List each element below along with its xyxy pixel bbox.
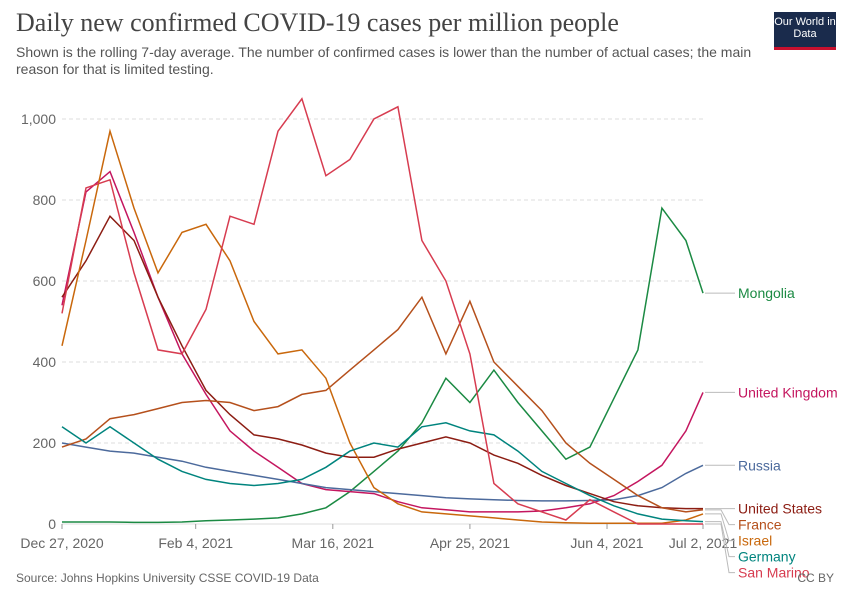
x-tick-label: Apr 25, 2021 [430,535,510,551]
legend-label: Israel [738,533,772,549]
legend-label: Germany [738,549,796,565]
series-line [61,214,703,510]
legend-label: United Kingdom [738,384,838,400]
legend-label: San Marino [738,565,810,581]
series-line [61,97,703,525]
label-connector [705,523,735,574]
legend-label: Russia [738,457,781,473]
source: Source: Johns Hopkins University CSSE CO… [16,571,319,585]
series-line [61,128,704,524]
label-connector [705,509,735,526]
series-line [62,206,704,524]
y-tick-label: 600 [33,273,57,289]
license[interactable]: CC BY [797,571,834,585]
y-tick-label: 800 [33,192,57,208]
chart-title: Daily new confirmed COVID-19 cases per m… [16,8,619,37]
y-tick-label: 1,000 [21,111,56,127]
x-tick-label: Jul 2, 2021 [669,535,738,551]
label-connector [705,521,735,558]
chart-subtitle: Shown is the rolling 7-day average. The … [16,44,752,77]
x-tick-label: Feb 4, 2021 [158,535,233,551]
logo[interactable]: Our World in Data [774,12,836,50]
x-tick-label: Jun 4, 2021 [570,535,643,551]
x-tick-label: Mar 16, 2021 [292,535,375,551]
legend-label: Mongolia [738,285,795,301]
legend-label: United States [738,501,822,517]
y-tick-label: 400 [33,354,57,370]
series-line [61,442,704,502]
series-line [61,422,704,523]
legend-label: France [738,517,782,533]
x-tick-label: Dec 27, 2020 [20,535,103,551]
label-connector [705,513,735,542]
series-line [61,295,704,513]
y-tick-label: 200 [33,435,57,451]
y-tick-label: 0 [48,516,56,532]
